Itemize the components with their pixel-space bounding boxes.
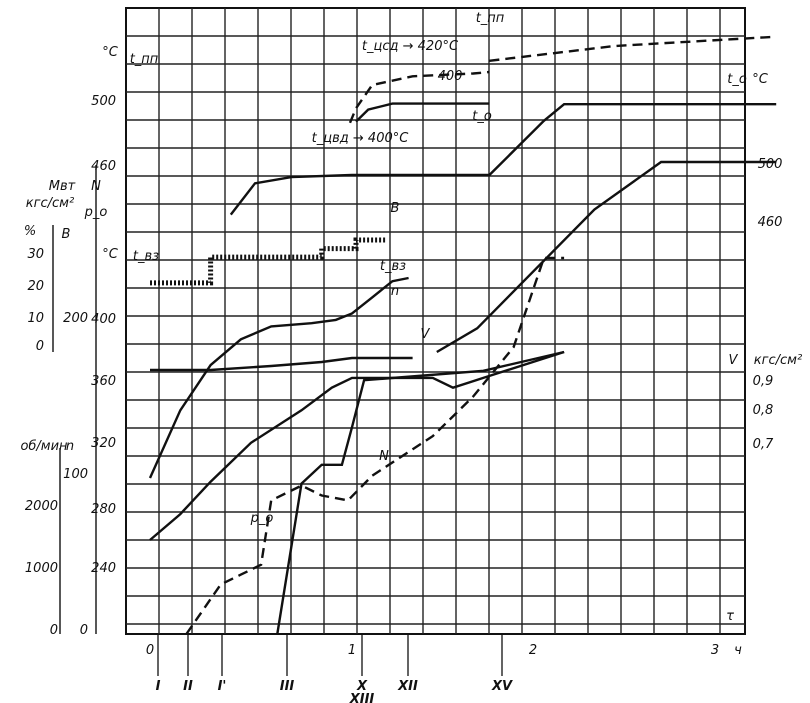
left-tick-label: 460 xyxy=(91,159,116,174)
stage-label: I' xyxy=(218,679,227,694)
right-tick-label: 500 xyxy=(758,157,783,172)
left-axis-label: n xyxy=(66,439,74,454)
x-tick-label: 0 xyxy=(146,643,154,658)
stage-label: I xyxy=(156,679,161,694)
series-line xyxy=(229,102,777,216)
left-tick-label: 100 xyxy=(63,467,88,482)
left-tick-label: 0 xyxy=(80,623,88,638)
left-axis-label: Мвт xyxy=(49,179,76,194)
annotation-label: t_пп xyxy=(476,11,505,26)
chart-axes xyxy=(52,165,503,676)
annotation-label: p_o xyxy=(250,511,274,526)
right-axis-label: t_o xyxy=(727,72,747,87)
series-line xyxy=(489,35,777,62)
stage-label: XV xyxy=(491,679,513,694)
right-tick-label: 0,8 xyxy=(753,403,774,418)
left-axis-label: N xyxy=(91,179,101,194)
x-tick-label: 2 xyxy=(529,643,537,658)
chart-grid xyxy=(125,7,746,635)
left-tick-label: 30 xyxy=(27,247,44,262)
left-axis-label: °C xyxy=(102,247,119,262)
series-line xyxy=(355,102,490,123)
stage-label: XII xyxy=(397,679,418,694)
left-tick-label: 1000 xyxy=(25,561,58,576)
series-line xyxy=(148,276,409,479)
left-tick-label: 240 xyxy=(91,561,116,576)
right-tick-label: 0,9 xyxy=(753,374,774,389)
series-line xyxy=(348,70,490,124)
left-axis-label: кгс/см² xyxy=(26,196,74,211)
left-axis-label: B xyxy=(62,227,71,242)
left-axis-label: p_o xyxy=(84,205,108,220)
series-line xyxy=(436,160,777,354)
left-axis-label: t_пп xyxy=(130,52,159,67)
right-tick-label: 460 xyxy=(758,215,783,230)
series-line xyxy=(150,237,387,286)
left-axis-label: t_вз xyxy=(133,249,159,264)
left-axis-label: % xyxy=(24,224,36,239)
x-symbol-label: τ xyxy=(726,609,734,624)
annotation-label: 400 xyxy=(438,69,463,84)
x-tick-label: 1 xyxy=(348,643,356,658)
annotation-label: N xyxy=(379,449,389,464)
left-tick-label: 0 xyxy=(36,339,44,354)
stage-label: III xyxy=(280,679,295,694)
stage-label: X xyxy=(356,679,368,694)
right-axis-label: V xyxy=(729,353,739,368)
annotation-label: B xyxy=(391,201,400,216)
series-line xyxy=(149,350,565,541)
right-tick-label: 0,7 xyxy=(753,437,774,452)
left-tick-label: 320 xyxy=(91,436,116,451)
right-axis-label: кгс/см² xyxy=(754,353,802,368)
x-tick-label: 3 xyxy=(711,643,719,658)
series-line xyxy=(185,256,565,635)
stage-label: XIII xyxy=(349,692,375,703)
left-tick-label: 20 xyxy=(27,279,44,294)
x-unit-label: ч xyxy=(734,643,742,658)
annotation-label: V xyxy=(421,327,431,342)
annotation-label: t_вз xyxy=(380,259,406,274)
series-line xyxy=(150,356,413,372)
left-axis-label: об/мин xyxy=(20,439,68,454)
left-tick-label: 0 xyxy=(50,623,58,638)
left-tick-label: 200 xyxy=(63,311,88,326)
chart-series xyxy=(148,35,777,635)
series-line xyxy=(276,350,565,635)
annotation-label: n xyxy=(391,284,399,299)
left-axis-label: °C xyxy=(102,45,119,60)
annotation-label: t_цвд → 400°C xyxy=(312,131,410,146)
stage-label: II xyxy=(183,679,193,694)
plot-frame xyxy=(125,7,746,635)
left-tick-label: 2000 xyxy=(25,499,58,514)
left-tick-label: 500 xyxy=(91,94,116,109)
chart-labels: 0 1 2 3 чτI II I' III X XIIXIIIXV5004604003603202… xyxy=(20,11,802,703)
left-tick-label: 10 xyxy=(27,311,44,326)
annotation-label: t_цсд → 420°C xyxy=(362,39,459,54)
left-tick-label: 280 xyxy=(91,502,116,517)
annotation-label: t_o xyxy=(472,109,492,124)
left-tick-label: 360 xyxy=(91,374,116,389)
right-axis-label: °C xyxy=(752,72,769,87)
left-tick-label: 400 xyxy=(91,312,116,327)
